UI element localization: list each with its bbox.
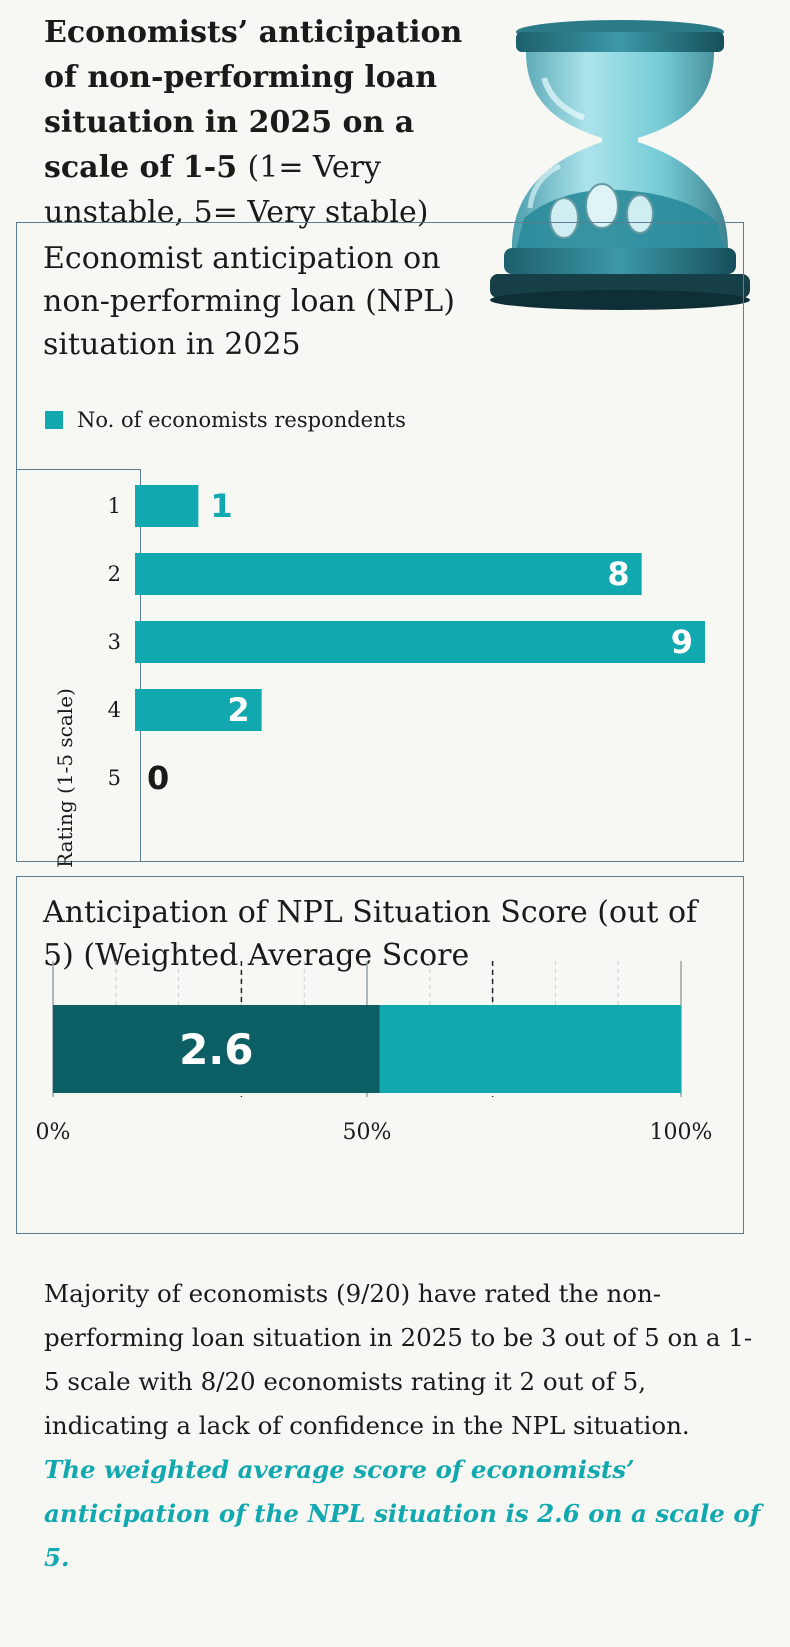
page-title-main: Economists’ anticipation of non-performi… <box>44 15 463 185</box>
y-tick-label-4: 4 <box>108 698 121 722</box>
y-tick-label-1: 1 <box>108 494 121 518</box>
rating-bar-chart: 1 1 2 8 3 9 4 2 5 0 <box>108 485 705 797</box>
y-tick-label-5: 5 <box>108 766 121 790</box>
bar-value-label-3: 9 <box>671 623 693 661</box>
page-title: Economists’ anticipation of non-performi… <box>44 10 484 235</box>
y-tick-label-2: 2 <box>108 562 121 586</box>
hourglass-base-icon <box>504 248 736 274</box>
weighted-score-chart: 2.6 0% 50% 100% <box>36 961 713 1145</box>
score-value-bar <box>53 1005 380 1093</box>
legend-swatch-icon <box>45 411 63 429</box>
bar-rating-1 <box>135 485 199 527</box>
summary-text: Majority of economists (9/20) have rated… <box>44 1272 764 1580</box>
y-axis-frame <box>17 469 141 861</box>
y-tick-label-3: 3 <box>108 630 121 654</box>
x-tick-label-2: 100% <box>650 1120 713 1145</box>
bar-rating-3 <box>135 621 705 663</box>
bar-rating-4 <box>135 689 262 731</box>
page-title-scale-note: (1= Very unstable, 5= Very stable) <box>44 150 429 230</box>
x-tick-label-0: 0% <box>36 1120 71 1145</box>
summary-body: Majority of economists (9/20) have rated… <box>44 1279 753 1440</box>
bar-value-label-4: 2 <box>227 691 249 729</box>
score-value-label: 2.6 <box>179 1025 253 1074</box>
bar-value-label-2: 8 <box>607 555 629 593</box>
x-tick-label-1: 50% <box>343 1120 392 1145</box>
weighted-score-panel: Anticipation of NPL Situation Score (out… <box>16 876 744 1234</box>
legend-label: No. of economists respondents <box>77 408 406 432</box>
bar-value-label-5: 0 <box>147 759 169 797</box>
score-chart-title: Anticipation of NPL Situation Score (out… <box>43 895 698 973</box>
rating-distribution-panel: Economist anticipation on non-performing… <box>16 222 744 868</box>
bar-value-label-1: 1 <box>210 487 232 525</box>
rating-chart-title: Economist anticipation on non-performing… <box>43 241 455 362</box>
legend: No. of economists respondents <box>45 408 406 432</box>
summary-highlight: The weighted average score of economists… <box>44 1455 761 1572</box>
bar-rating-2 <box>135 553 642 595</box>
hourglass-illustration <box>490 20 750 310</box>
